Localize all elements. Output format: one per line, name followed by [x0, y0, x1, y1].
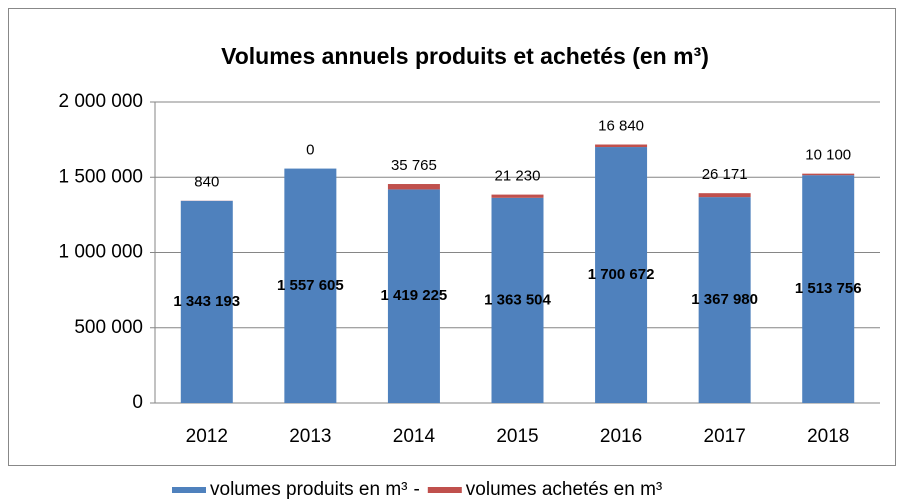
legend-swatch	[172, 487, 206, 493]
value-label: 1 363 504	[484, 291, 551, 308]
value-label: 1 700 672	[588, 266, 655, 283]
value-label: 1 343 193	[173, 293, 240, 310]
x-tick-label: 2014	[393, 426, 436, 447]
value-label: 1 367 980	[691, 291, 758, 308]
value-label: 21 230	[495, 168, 541, 185]
value-label: 1 419 225	[381, 287, 448, 304]
legend-separator: -	[413, 479, 419, 500]
legend-label: volumes achetés en m³	[466, 479, 662, 500]
legend-label: volumes produits en m³	[210, 479, 407, 500]
x-tick-label: 2017	[704, 426, 746, 447]
x-tick-label: 2016	[600, 426, 642, 447]
bar-segment	[698, 193, 751, 198]
legend-swatch	[427, 487, 462, 493]
bar-segment	[802, 175, 855, 403]
value-label: 35 765	[391, 157, 437, 174]
y-tick-label: 2 000 000	[58, 91, 143, 112]
bar-segment	[595, 147, 648, 403]
x-tick-label: 2015	[496, 426, 538, 447]
value-label: 840	[194, 174, 219, 191]
y-tick-label: 1 000 000	[58, 242, 143, 263]
bar-segment	[491, 197, 544, 403]
y-tick-label: 500 000	[74, 317, 143, 338]
x-tick-label: 2012	[186, 426, 228, 447]
bar-segment	[802, 173, 855, 176]
value-label: 10 100	[805, 147, 851, 164]
x-tick-label: 2013	[289, 426, 331, 447]
x-tick-label: 2018	[807, 426, 849, 447]
bar-segment	[387, 189, 440, 403]
y-tick-label: 0	[132, 392, 143, 413]
bar-segment	[698, 197, 751, 403]
value-label: 26 171	[702, 166, 748, 183]
value-label: 16 840	[598, 117, 644, 134]
value-label: 0	[306, 142, 314, 159]
chart-title: Volumes annuels produits et achetés (en …	[221, 43, 709, 69]
bar-segment	[595, 144, 648, 148]
value-label: 1 557 605	[277, 277, 344, 294]
bar-segment	[180, 200, 233, 403]
value-label: 1 513 756	[795, 280, 862, 297]
y-tick-label: 1 500 000	[58, 166, 143, 187]
bar-segment	[284, 168, 337, 403]
bar-segment	[387, 184, 440, 190]
bar-segment	[491, 194, 544, 198]
